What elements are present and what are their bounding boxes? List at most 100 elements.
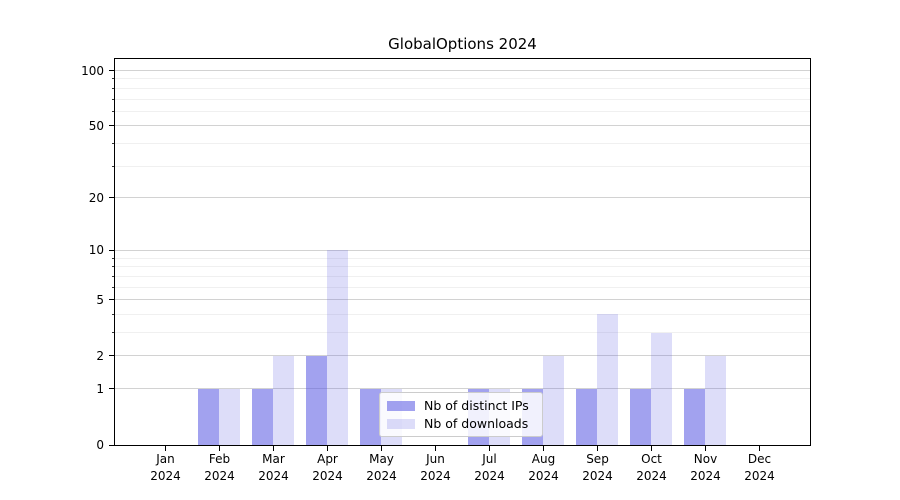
x-tick-feb-2024 — [219, 446, 220, 451]
bar-downloads-4 — [327, 250, 348, 445]
x-tick-label-line: Feb — [208, 452, 231, 466]
x-tick-label-line: 2024 — [150, 469, 181, 483]
x-tick-label-line: May — [369, 452, 394, 466]
x-tick-label-line: 2024 — [312, 469, 343, 483]
bar-distinct-ips-9 — [576, 388, 597, 445]
gridline-major-2 — [115, 355, 810, 357]
gridline-minor-8 — [115, 266, 810, 268]
x-tick-label-line: 2024 — [744, 469, 775, 483]
x-tick-label-line: Nov — [693, 452, 718, 466]
gridline-minor-40 — [115, 143, 810, 145]
bar-distinct-ips-4 — [306, 355, 327, 445]
bar-distinct-ips-11 — [684, 388, 705, 445]
x-tick-apr-2024 — [327, 446, 328, 451]
y-tick-label-0: 0 — [96, 438, 104, 452]
y-tick-20 — [109, 197, 115, 199]
gridline-minor-6 — [115, 286, 810, 288]
x-tick-jul-2024 — [489, 446, 490, 451]
y-minor-tick-30 — [112, 165, 115, 167]
y-minor-tick-8 — [112, 266, 115, 268]
bar-distinct-ips-10 — [630, 388, 651, 445]
y-tick-label-10: 10 — [88, 243, 104, 258]
y-minor-tick-70 — [112, 98, 115, 100]
gridline-minor-4 — [115, 313, 810, 315]
x-tick-label-line: 2024 — [528, 469, 559, 483]
gridline-minor-30 — [115, 165, 810, 167]
y-minor-tick-6 — [112, 286, 115, 288]
x-tick-sep-2024 — [597, 446, 598, 451]
y-minor-tick-3 — [112, 332, 115, 333]
y-tick-10 — [109, 249, 115, 251]
x-tick-label-line: Dec — [747, 452, 772, 466]
y-tick-50 — [109, 125, 115, 127]
y-tick-1 — [109, 388, 115, 390]
legend-item-distinct-ips: Nb of distinct IPs — [387, 397, 535, 414]
x-tick-label-mar-2024: Mar 2024 — [244, 451, 304, 485]
bar-downloads-8 — [543, 355, 564, 445]
x-tick-label-line: 2024 — [258, 469, 289, 483]
x-tick-label-line: Mar — [262, 452, 285, 466]
x-tick-jan-2024 — [165, 446, 166, 451]
gridline-minor-7 — [115, 275, 810, 277]
bar-distinct-ips-5 — [360, 388, 381, 445]
bar-downloads-9 — [597, 314, 618, 445]
x-tick-label-line: 2024 — [636, 469, 667, 483]
x-tick-label-feb-2024: Feb 2024 — [190, 451, 250, 485]
y-minor-tick-80 — [112, 87, 115, 89]
y-minor-tick-90 — [112, 78, 115, 80]
x-tick-label-line: 2024 — [690, 469, 721, 483]
x-tick-may-2024 — [381, 446, 382, 451]
legend: Nb of distinct IPs Nb of downloads — [379, 392, 543, 437]
x-tick-label-may-2024: May 2024 — [352, 451, 412, 485]
legend-label-distinct-ips: Nb of distinct IPs — [424, 398, 529, 413]
y-minor-tick-4 — [112, 313, 115, 315]
x-tick-label-jan-2024: Jan 2024 — [136, 451, 196, 485]
y-minor-tick-7 — [112, 275, 115, 277]
chart-title: GlobalOptions 2024 — [388, 35, 537, 53]
x-tick-label-line: 2024 — [420, 469, 451, 483]
x-tick-aug-2024 — [543, 446, 544, 451]
y-minor-tick-9 — [112, 257, 115, 259]
gridline-major-1 — [115, 388, 810, 390]
x-tick-label-aug-2024: Aug 2024 — [514, 451, 574, 485]
x-tick-label-line: Aug — [531, 452, 556, 466]
x-tick-jun-2024 — [435, 446, 436, 451]
legend-item-downloads: Nb of downloads — [387, 415, 535, 432]
x-tick-label-line: Jul — [482, 452, 497, 466]
x-tick-label-line: Sep — [586, 452, 609, 466]
y-minor-tick-40 — [112, 143, 115, 145]
gridline-major-100 — [115, 70, 810, 71]
x-tick-oct-2024 — [651, 446, 652, 451]
y-tick-label-100: 100 — [81, 63, 104, 78]
x-tick-label-sep-2024: Sep 2024 — [568, 451, 628, 485]
gridline-minor-3 — [115, 332, 810, 333]
y-tick-0 — [109, 444, 115, 446]
gridline-minor-9 — [115, 257, 810, 259]
x-tick-label-dec-2024: Dec 2024 — [730, 451, 790, 485]
x-tick-label-line: 2024 — [582, 469, 613, 483]
x-tick-dec-2024 — [759, 446, 760, 451]
x-tick-mar-2024 — [273, 446, 274, 451]
bar-downloads-11 — [705, 355, 726, 445]
y-tick-label-5: 5 — [96, 292, 104, 307]
x-tick-label-line: Jan — [156, 452, 175, 466]
x-tick-label-jun-2024: Jun 2024 — [406, 451, 466, 485]
gridline-minor-60 — [115, 110, 810, 112]
x-tick-label-line: 2024 — [366, 469, 397, 483]
legend-label-downloads: Nb of downloads — [424, 416, 529, 431]
bar-downloads-3 — [273, 355, 294, 445]
y-tick-5 — [109, 299, 115, 301]
y-minor-tick-60 — [112, 110, 115, 112]
gridline-minor-90 — [115, 78, 810, 80]
bar-downloads-2 — [219, 388, 240, 445]
bar-downloads-10 — [651, 332, 672, 445]
gridline-major-10 — [115, 249, 810, 251]
x-tick-nov-2024 — [705, 446, 706, 451]
gridline-major-20 — [115, 197, 810, 199]
x-tick-label-line: Oct — [641, 452, 662, 466]
bar-distinct-ips-3 — [252, 388, 273, 445]
gridline-minor-70 — [115, 98, 810, 100]
x-tick-label-apr-2024: Apr 2024 — [298, 451, 358, 485]
y-tick-label-50: 50 — [88, 118, 104, 133]
x-tick-label-oct-2024: Oct 2024 — [622, 451, 682, 485]
